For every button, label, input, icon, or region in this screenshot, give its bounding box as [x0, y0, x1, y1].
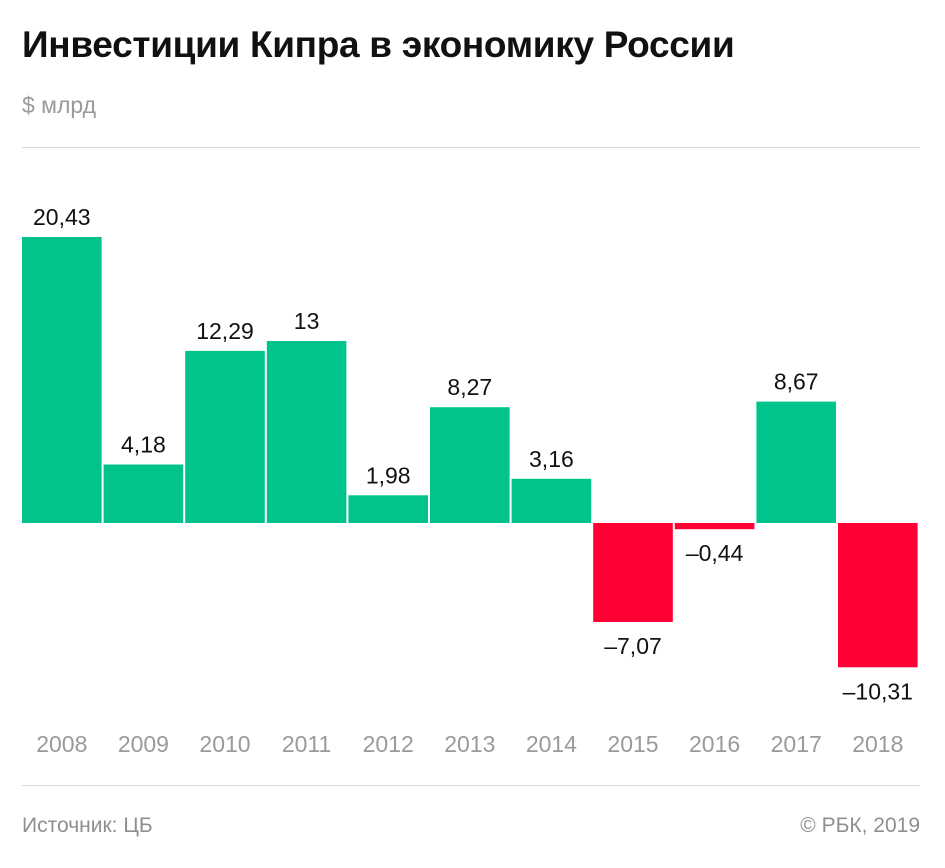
bar-2012 [348, 495, 428, 523]
value-label-2018: –10,31 [843, 678, 913, 704]
category-label-2014: 2014 [526, 731, 577, 757]
category-label-2015: 2015 [607, 731, 658, 757]
value-label-2011: 13 [294, 308, 320, 334]
chart-title: Инвестиции Кипра в экономику России [22, 24, 735, 65]
category-label-2012: 2012 [363, 731, 414, 757]
value-label-2008: 20,43 [33, 204, 91, 230]
bar-2010 [185, 350, 265, 523]
category-label-2011: 2011 [282, 731, 331, 757]
bar-2011 [266, 341, 347, 523]
value-label-2012: 1,98 [366, 462, 411, 488]
category-label-2016: 2016 [689, 731, 740, 757]
category-label-2010: 2010 [199, 731, 250, 757]
category-label-2013: 2013 [444, 731, 495, 757]
copyright-note: © РБК, 2019 [800, 814, 920, 837]
value-label-2013: 8,27 [447, 374, 492, 400]
bar-2014 [511, 478, 592, 523]
top-divider [22, 147, 920, 148]
category-label-2018: 2018 [852, 731, 903, 757]
value-label-2017: 8,67 [774, 369, 819, 395]
value-label-2009: 4,18 [121, 432, 166, 458]
source-note: Источник: ЦБ [22, 814, 153, 837]
value-label-2014: 3,16 [529, 446, 574, 472]
chart-unit: $ млрд [22, 92, 97, 118]
category-label-2008: 2008 [36, 731, 87, 757]
category-label-2009: 2009 [118, 731, 169, 757]
bar-2015 [593, 523, 673, 622]
bar-2017 [756, 401, 836, 523]
bar-2008 [22, 237, 102, 523]
value-label-2016: –0,44 [686, 540, 744, 566]
bar-2018 [838, 523, 918, 668]
value-label-2015: –7,07 [604, 633, 662, 659]
bar-2016 [674, 523, 755, 530]
bar-2013 [430, 407, 510, 523]
value-label-2010: 12,29 [196, 318, 254, 344]
category-label-2017: 2017 [771, 731, 822, 757]
bottom-divider [22, 785, 920, 786]
bar-2009 [103, 464, 184, 523]
